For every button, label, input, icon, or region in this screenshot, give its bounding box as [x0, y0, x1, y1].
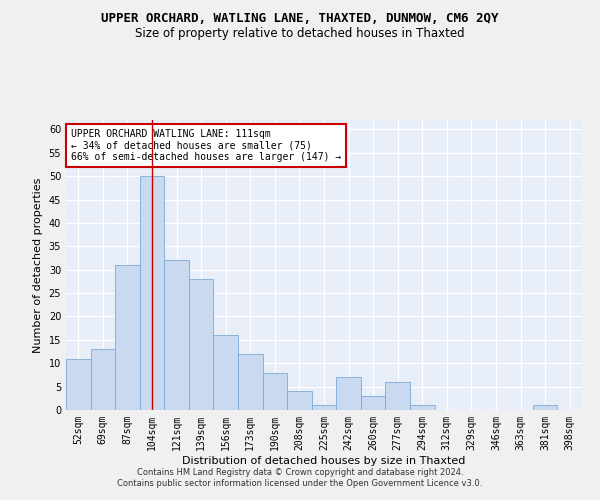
Bar: [91, 349, 115, 410]
Bar: [533, 406, 557, 410]
Bar: [287, 392, 312, 410]
Bar: [336, 378, 361, 410]
Text: Size of property relative to detached houses in Thaxted: Size of property relative to detached ho…: [135, 28, 465, 40]
Bar: [140, 176, 164, 410]
Bar: [385, 382, 410, 410]
Bar: [66, 358, 91, 410]
Text: UPPER ORCHARD, WATLING LANE, THAXTED, DUNMOW, CM6 2QY: UPPER ORCHARD, WATLING LANE, THAXTED, DU…: [101, 12, 499, 26]
Bar: [361, 396, 385, 410]
Bar: [214, 335, 238, 410]
Y-axis label: Number of detached properties: Number of detached properties: [33, 178, 43, 352]
Bar: [263, 372, 287, 410]
Bar: [164, 260, 189, 410]
Bar: [189, 279, 214, 410]
Bar: [312, 406, 336, 410]
Text: UPPER ORCHARD WATLING LANE: 111sqm
← 34% of detached houses are smaller (75)
66%: UPPER ORCHARD WATLING LANE: 111sqm ← 34%…: [71, 128, 341, 162]
Bar: [410, 406, 434, 410]
Bar: [238, 354, 263, 410]
Bar: [115, 265, 140, 410]
Text: Contains HM Land Registry data © Crown copyright and database right 2024.
Contai: Contains HM Land Registry data © Crown c…: [118, 468, 482, 487]
X-axis label: Distribution of detached houses by size in Thaxted: Distribution of detached houses by size …: [182, 456, 466, 466]
